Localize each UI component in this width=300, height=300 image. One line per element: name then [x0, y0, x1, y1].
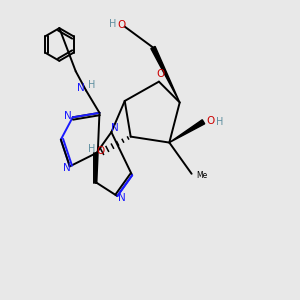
Text: N: N [63, 163, 71, 173]
Text: H: H [88, 144, 96, 154]
Text: O: O [118, 20, 126, 30]
Text: N: N [111, 123, 119, 133]
Text: Me: Me [196, 171, 207, 180]
Polygon shape [169, 120, 205, 142]
Text: O: O [96, 146, 104, 156]
Text: N: N [64, 111, 72, 121]
Text: H: H [216, 117, 224, 127]
Text: O: O [156, 69, 164, 79]
Text: N: N [118, 193, 126, 202]
Polygon shape [151, 46, 180, 102]
Text: O: O [206, 116, 214, 126]
Text: H: H [88, 80, 95, 90]
Text: N: N [77, 83, 85, 93]
Text: H: H [109, 19, 116, 29]
